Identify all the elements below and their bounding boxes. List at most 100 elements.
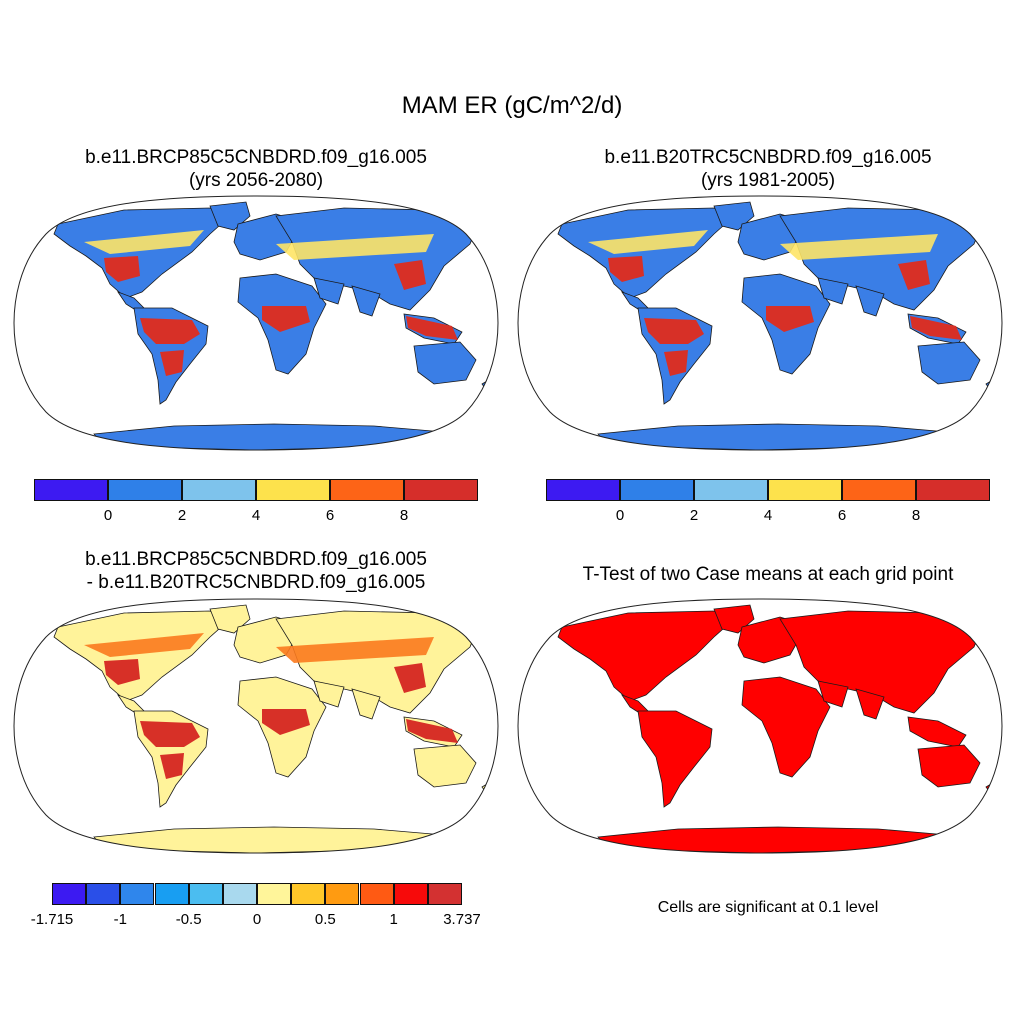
colorbar-panel-1-swatch [182,479,256,501]
continent-australia [413,341,477,385]
colorbar-panel-3-label: -0.5 [175,911,202,928]
colorbar-panel-3-swatch [120,883,155,905]
hotspot-amazon [644,318,704,344]
map-frame [517,195,1003,451]
panel-3-title-line1: b.e11.BRCP85C5CNBDRD.f09_g16.005 [85,549,427,570]
colorbar-panel-1-label: 6 [325,507,335,524]
continent-australia [413,744,477,788]
colorbar-panel-3-label: -1.715 [30,911,74,928]
colorbar-panel-3-swatch [52,883,87,905]
colorbar-panel-3-label: -1 [113,911,127,928]
colorbar-panel-1-swatch [404,479,478,501]
continent-india [855,285,885,317]
hotspot-congo [766,306,814,332]
colorbar-panel-3-swatch [325,883,360,905]
hotspot-laPlata [160,350,184,376]
panel-2-title-line1: b.e11.B20TRC5CNBDRD.f09_g16.005 [604,147,932,168]
hotspot-congo [262,306,310,332]
map-panel-2 [517,195,1003,451]
panel-3-title-line2: - b.e11.B20TRC5CNBDRD.f09_g16.005 [86,572,426,593]
colorbar-panel-3-swatch [393,883,428,905]
continent-australia [917,744,981,788]
continent-india [351,285,381,317]
colorbar-panel-3-swatch [359,883,394,905]
map-land-group [557,604,997,853]
panel-2-title: b.e11.B20TRC5CNBDRD.f09_g16.005 (yrs 198… [512,146,1024,192]
colorbar-panel-2-swatch [694,479,768,501]
panel-4-title: T-Test of two Case means at each grid po… [512,563,1024,586]
colorbar-panel-2-swatch [546,479,620,501]
hotspot-seAsiaHot [910,316,962,340]
colorbar-panel-3-swatch [154,883,189,905]
map-land-group [557,201,997,450]
boreal-band-eurasia [780,234,938,260]
colorbar-panel-2-swatch [842,479,916,501]
panel-3-title: b.e11.BRCP85C5CNBDRD.f09_g16.005 - b.e11… [0,548,512,594]
continent-arabia [313,680,345,708]
hotspot-seAsiaHot [406,719,458,743]
colorbar-panel-1: 0 2 4 6 8 [34,479,478,524]
colorbar-panel-3-swatch [188,883,223,905]
colorbar-panel-3-label: 3.737 [443,911,481,928]
panel-1-title-line2: (yrs 2056-2080) [188,170,324,191]
continent-southAmerica [637,710,713,808]
boreal-band-eurasia [276,637,434,663]
boreal-band-americas [588,230,708,254]
colorbar-panel-1-label: 0 [103,507,113,524]
colorbar-panel-3-label: 0.5 [314,911,336,928]
colorbar-panel-3-label: 1 [389,911,398,928]
hotspot-seUSA [104,256,140,282]
colorbar-panel-2: 0 2 4 6 8 [546,479,990,524]
colorbar-panel-3-label: 0 [252,911,262,928]
colorbar-panel-1-label: 8 [399,507,409,524]
map-land-group [53,604,493,853]
hotspot-seUSA [608,256,644,282]
hotspot-eastChina [898,260,930,290]
hotspot-laPlata [664,350,688,376]
colorbar-panel-1-swatch [34,479,108,501]
colorbar-panel-1-swatch [256,479,330,501]
colorbar-panel-2-swatch [768,479,842,501]
continent-arabia [817,277,849,305]
hotspot-congo [262,709,310,735]
colorbar-panel-3-swatch [257,883,292,905]
boreal-band-americas [84,230,204,254]
colorbar-panel-2-swatch [620,479,694,501]
boreal-band-eurasia [276,234,434,260]
panel-4-title-line1: T-Test of two Case means at each grid po… [582,564,954,585]
boreal-band-americas [84,633,204,657]
map-frame [13,195,499,451]
colorbar-panel-3-swatch [86,883,121,905]
continent-arabia [817,680,849,708]
panel-2-title-line2: (yrs 1981-2005) [700,170,836,191]
continent-australia [917,341,981,385]
colorbar-panel-3-swatch [222,883,257,905]
map-land-group [53,201,493,450]
hotspot-laPlata [160,753,184,779]
continent-india [351,688,381,720]
colorbar-panel-3-swatch [291,883,326,905]
colorbar-panel-2-label: 2 [689,507,699,524]
colorbar-panel-1-label: 4 [251,507,261,524]
map-frame [13,598,499,854]
significance-note: Cells are significant at 0.1 level [657,899,879,916]
continent-africa [741,676,831,778]
colorbar-panel-2-label: 6 [837,507,847,524]
colorbar-panel-1-swatch [108,479,182,501]
map-panel-4 [517,598,1003,854]
colorbar-panel-2-label: 0 [615,507,625,524]
continent-india [855,688,885,720]
panel-1-title: b.e11.BRCP85C5CNBDRD.f09_g16.005 (yrs 20… [0,146,512,192]
colorbar-panel-1-swatch [330,479,404,501]
colorbar-panel-3-swatch [427,883,462,905]
hotspot-seUSA [104,659,140,685]
continent-arabia [313,277,345,305]
hotspot-seAsiaHot [406,316,458,340]
panel-1-title-line1: b.e11.BRCP85C5CNBDRD.f09_g16.005 [85,147,427,168]
colorbar-panel-2-swatch [916,479,990,501]
colorbar-panel-2-label: 8 [911,507,921,524]
hotspot-amazon [140,721,200,747]
hotspot-eastChina [394,260,426,290]
hotspot-amazon [140,318,200,344]
colorbar-panel-1-label: 2 [177,507,187,524]
